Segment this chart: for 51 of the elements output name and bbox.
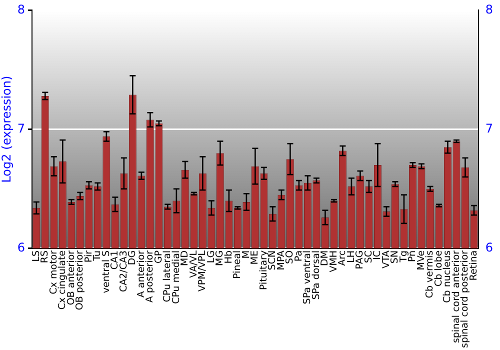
x-tick-label: RS <box>40 250 51 264</box>
y-tick-label: 6 <box>17 240 26 255</box>
x-tick-label: DM <box>320 250 331 266</box>
x-tick-label: M <box>240 250 252 259</box>
x-tick-label: Cb lobe <box>433 250 444 286</box>
x-tick-label: SN <box>390 250 401 264</box>
x-tick-label: Cx motor <box>48 250 60 294</box>
x-tick-label: IC <box>372 250 384 260</box>
x-tick-label: ME <box>250 250 261 265</box>
x-tick-label: SC <box>363 250 374 264</box>
x-tick-label: GP <box>153 250 164 264</box>
x-tick-label: CA1 <box>110 250 121 270</box>
x-tick-label: ventral S <box>100 250 112 294</box>
x-tick-label: VA/VL <box>188 250 200 278</box>
x-tick-label: LG <box>206 250 217 264</box>
x-tick-label: Pir <box>83 250 94 263</box>
x-tick-label: Tg <box>398 250 410 264</box>
y2-tick-label: 6 <box>485 240 494 255</box>
x-tick-label: VMH <box>328 250 340 272</box>
x-tick-label: CA2/CA3 <box>118 250 130 292</box>
x-tick-label: A posterior <box>144 250 156 303</box>
x-tick-label: SPa dorsal <box>310 250 322 300</box>
x-tick-label: A anterior <box>136 250 147 298</box>
x-tick-label: SO <box>284 250 296 264</box>
x-tick-label: Tu <box>92 250 104 262</box>
y2-tick-label: 8 <box>485 2 494 16</box>
y-tick-label: 8 <box>17 2 26 16</box>
x-tick-label: Hb <box>223 250 234 264</box>
x-tick-label: PAG <box>354 250 366 270</box>
x-tick-label: SCN <box>267 250 278 270</box>
x-tick-label: MVe <box>416 250 427 270</box>
y-tick-label: 7 <box>17 121 26 136</box>
x-tick-label: CPu medial <box>170 250 182 304</box>
y-axis-title: Log2 (expression) <box>0 76 14 183</box>
x-tick-label: VPM/VPL <box>197 250 208 292</box>
x-tick-label: MPA <box>276 250 287 270</box>
x-tick-label: DG <box>127 250 138 266</box>
y2-tick-label: 7 <box>485 121 494 136</box>
x-tick-label: spinal cord posterior <box>460 250 471 348</box>
x-tick-label: Pineal <box>232 250 244 279</box>
x-tick-label: Retina <box>468 250 480 281</box>
x-tick-label: VTA <box>380 250 392 269</box>
x-tick-label: LS <box>30 250 42 262</box>
x-tick-label: Pn <box>407 250 418 262</box>
x-tick-label: Cx cingulate <box>57 250 68 310</box>
x-tick-label: OB posterior <box>74 250 86 310</box>
x-tick-label: Pa <box>293 250 304 262</box>
x-tick-label: MD <box>180 250 191 266</box>
x-tick-label: Arc <box>337 250 348 266</box>
x-tick-label: Pituitary <box>258 250 270 290</box>
x-tick-label: LH <box>346 250 357 263</box>
